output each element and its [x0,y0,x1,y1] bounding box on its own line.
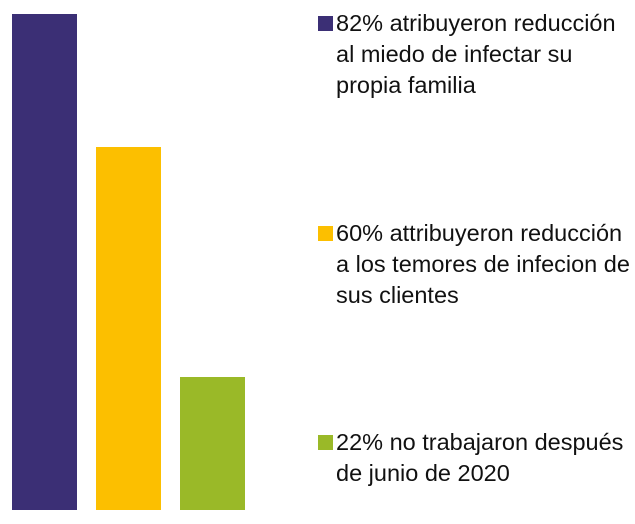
legend-label: 82% atribuyeron reducción al miedo de in… [336,10,616,98]
legend-swatch [318,16,333,31]
legend-label: 60% attribuyeron reducción a los temores… [336,220,630,308]
legend-entry: 82% atribuyeron reducción al miedo de in… [318,8,634,101]
legend-swatch [318,435,333,450]
bar [180,376,245,510]
bar [12,14,77,510]
legend-label: 22% no trabajaron después de junio de 20… [336,429,624,486]
legend-entry: 60% attribuyeron reducción a los temores… [318,218,634,311]
legend-entry: 22% no trabajaron después de junio de 20… [318,427,634,489]
bar [96,147,161,510]
legend-swatch [318,226,333,241]
